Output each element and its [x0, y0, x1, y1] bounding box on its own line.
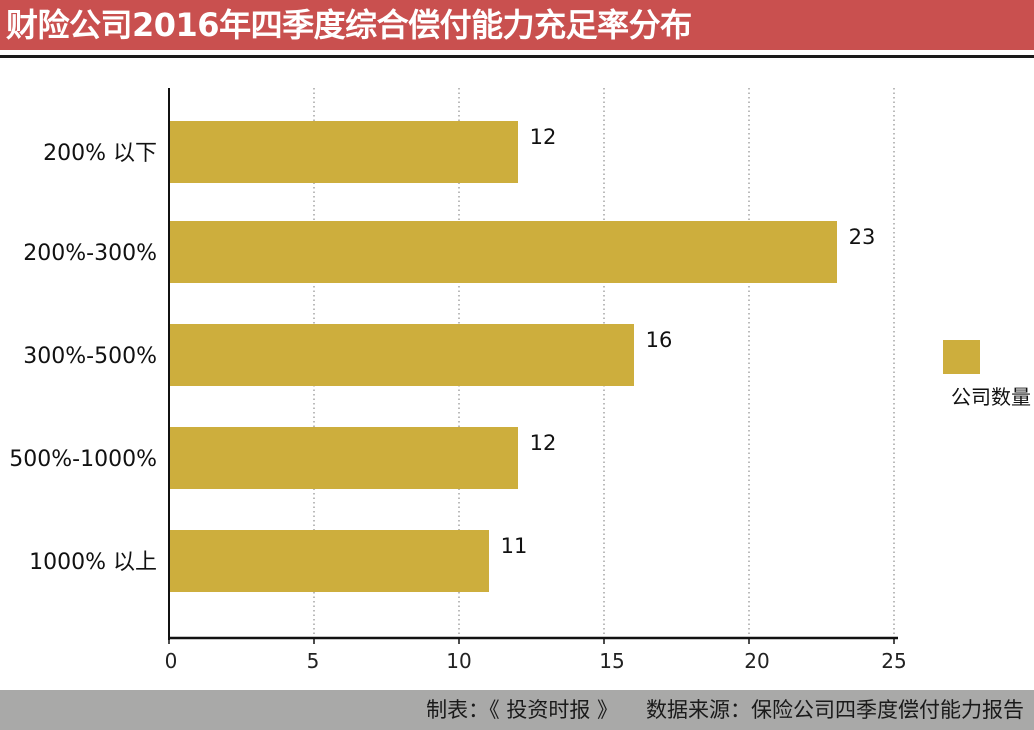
- value-label-0: 12: [530, 125, 557, 149]
- footer-source: 数据来源：保险公司四季度偿付能力报告: [646, 698, 1024, 722]
- value-label-2: 16: [646, 328, 673, 352]
- legend-swatch: [943, 340, 980, 374]
- x-tick-label-25: 25: [881, 649, 906, 673]
- chart-title: 财险公司2016年四季度综合偿付能力充足率分布: [6, 6, 692, 44]
- x-tick-label-0: 0: [165, 649, 178, 673]
- category-label-4: 1000% 以上: [29, 550, 157, 575]
- x-tick-label-20: 20: [744, 649, 769, 673]
- bar-4: [170, 530, 489, 592]
- legend-label: 公司数量: [951, 385, 1031, 409]
- footer-text: 制表：《 投资时报 》 数据来源：保险公司四季度偿付能力报告: [426, 690, 1024, 730]
- title-divider: [0, 55, 1034, 58]
- x-tick-label-15: 15: [599, 649, 624, 673]
- value-label-1: 23: [849, 225, 876, 249]
- bar-0: [170, 121, 518, 183]
- bar-3: [170, 427, 518, 489]
- value-label-4: 11: [501, 534, 528, 558]
- x-tick-label-5: 5: [307, 649, 320, 673]
- title-bar: 财险公司2016年四季度综合偿付能力充足率分布: [0, 0, 1034, 50]
- footer-bar: 制表：《 投资时报 》 数据来源：保险公司四季度偿付能力报告: [0, 690, 1034, 730]
- bar-1: [170, 221, 837, 283]
- category-label-3: 500%-1000%: [9, 447, 157, 472]
- value-label-3: 12: [530, 431, 557, 455]
- bar-chart: 0 5 10 15 20 25 200% 以下 12 200%-300% 23 300%-500% 1…: [9, 88, 1031, 673]
- bar-2: [170, 324, 634, 386]
- category-label-0: 200% 以下: [43, 141, 157, 166]
- x-tick-label-10: 10: [446, 649, 471, 673]
- footer-maker: 制表：《 投资时报 》: [426, 698, 618, 722]
- category-label-2: 300%-500%: [23, 344, 157, 369]
- category-label-1: 200%-300%: [23, 241, 157, 266]
